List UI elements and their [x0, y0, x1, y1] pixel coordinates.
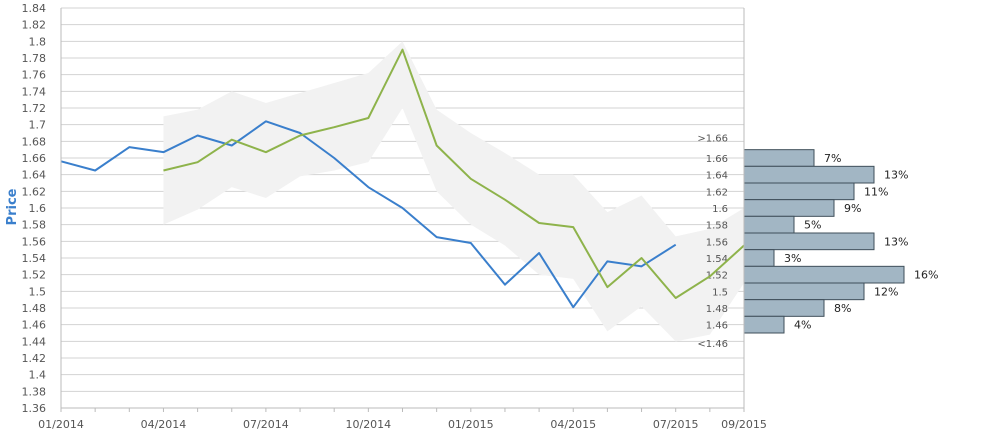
histogram-percent-label: 13%	[884, 169, 908, 182]
histogram-bin-label: 1.66	[706, 154, 728, 165]
y-tick-label: 1.62	[22, 185, 47, 198]
y-tick-label: 1.74	[22, 85, 47, 98]
x-tick-label: 04/2014	[141, 418, 187, 431]
histogram-bar	[743, 199, 835, 217]
histogram-percent-label: 5%	[804, 219, 821, 232]
x-tick-label: 07/2015	[653, 418, 699, 431]
y-tick-label: 1.82	[22, 19, 47, 32]
histogram-bar	[743, 249, 775, 267]
histogram-bin-label: 1.62	[706, 187, 728, 198]
histogram-bar	[743, 282, 865, 301]
histogram-percent-label: 16%	[914, 269, 938, 282]
histogram-percent-label: 9%	[844, 202, 861, 215]
histogram-bar	[743, 215, 795, 234]
histogram-bar	[743, 265, 905, 284]
x-tick-label: 04/2015	[550, 418, 596, 431]
y-tick-label: 1.76	[22, 69, 47, 82]
y-tick-label: 1.66	[22, 152, 47, 165]
y-axis-label: Price	[5, 188, 20, 225]
x-tick-label: 01/2015	[448, 418, 494, 431]
forecast-band	[163, 41, 744, 342]
series-line-1	[60, 120, 677, 309]
y-tick-label: 1.64	[22, 169, 47, 182]
histogram-bar	[743, 165, 875, 184]
y-tick-label: 1.7	[29, 119, 47, 132]
histogram-bin-label: 1.46	[706, 321, 728, 332]
histogram-bottom-label: <1.46	[697, 339, 728, 350]
y-tick-label: 1.52	[22, 269, 47, 282]
x-tick-label: 09/2015	[721, 418, 767, 431]
y-tick-label: 1.84	[22, 2, 47, 15]
histogram-percent-label: 13%	[884, 235, 908, 248]
histogram-bin-label: 1.64	[706, 171, 728, 182]
histogram-percent-label: 4%	[794, 319, 811, 332]
series-line-2	[163, 48, 745, 299]
histogram-bin-label: 1.56	[706, 237, 728, 248]
y-tick-label: 1.72	[22, 102, 47, 115]
histogram-top-label: >1.66	[697, 134, 728, 145]
histogram-bar	[743, 149, 815, 167]
histogram-bar	[743, 299, 825, 317]
y-tick-label: 1.48	[22, 302, 47, 315]
histogram-bin-label: 1.54	[706, 254, 728, 265]
y-tick-label: 1.68	[22, 135, 47, 148]
y-tick-label: 1.42	[22, 352, 47, 365]
y-tick-label: 1.54	[22, 252, 47, 265]
y-tick-label: 1.44	[22, 335, 47, 348]
band-area	[163, 41, 744, 342]
histogram-bin-label: 1.5	[712, 287, 728, 298]
y-tick-label: 1.78	[22, 52, 47, 65]
histogram-bin-label: 1.52	[706, 271, 728, 282]
x-tick-label: 07/2014	[243, 418, 289, 431]
y-tick-label: 1.56	[22, 235, 47, 248]
y-tick-label: 1.4	[29, 369, 47, 382]
histogram-bin-label: 1.58	[706, 221, 728, 232]
x-tick-label: 10/2014	[345, 418, 391, 431]
y-tick-label: 1.6	[29, 202, 47, 215]
histogram-percent-label: 8%	[834, 302, 851, 315]
series-lines	[60, 48, 745, 309]
histogram-bin-label: 1.48	[706, 304, 728, 315]
y-tick-label: 1.5	[29, 285, 47, 298]
y-tick-label: 1.8	[29, 35, 47, 48]
y-tick-label: 1.36	[22, 402, 47, 415]
axes: 1.36 1.38 1.4 1.42 1.44 1.46 1.48 1.5 1.52 1.54 1.…	[22, 2, 767, 431]
histogram-percent-label: 12%	[874, 285, 898, 298]
y-tick-label: 1.58	[22, 219, 47, 232]
histogram-bar	[743, 232, 875, 251]
y-tick-label: 1.38	[22, 385, 47, 398]
y-tick-label: 1.46	[22, 319, 47, 332]
histogram-bin-label: 1.6	[712, 204, 728, 215]
histogram-percent-label: 7%	[824, 152, 841, 165]
histogram-percent-label: 11%	[864, 185, 888, 198]
histogram-bar	[743, 182, 855, 201]
histogram-bar	[743, 315, 785, 334]
x-tick-label: 01/2014	[38, 418, 84, 431]
histogram-percent-label: 3%	[784, 252, 801, 265]
